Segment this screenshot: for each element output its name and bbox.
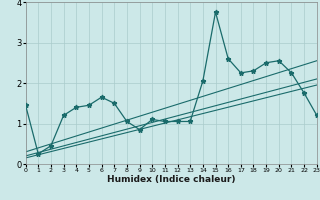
X-axis label: Humidex (Indice chaleur): Humidex (Indice chaleur) [107, 175, 236, 184]
